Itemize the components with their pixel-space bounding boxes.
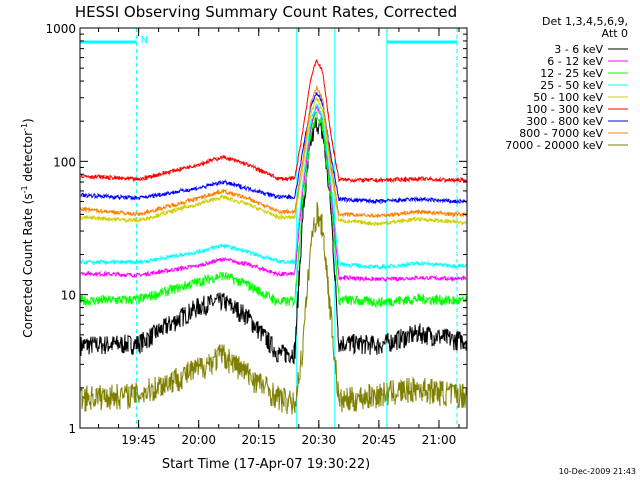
legend-label-0: 3 - 6 keV xyxy=(554,43,603,56)
series-line-5 xyxy=(80,59,467,184)
y-axis-label-end: ) xyxy=(21,118,35,123)
series-line-7 xyxy=(80,85,467,219)
y-axis-label-main: Corrected Count Rate (s xyxy=(21,193,35,337)
y-axis-label-sup1: -1 xyxy=(20,185,29,193)
series-line-4 xyxy=(80,97,467,227)
series-line-3 xyxy=(80,103,467,271)
y-axis-label-mid: detector xyxy=(21,131,35,186)
series-line-0 xyxy=(80,117,467,365)
y-tick-label-1: 10 xyxy=(61,289,76,303)
legend-label-4: 50 - 100 keV xyxy=(533,91,603,104)
legend-header-2: Att 0 xyxy=(602,27,628,40)
chart-title: HESSI Observing Summary Count Rates, Cor… xyxy=(75,3,457,21)
legend-header-1: Det 1,3,4,5,6,9, xyxy=(542,15,628,28)
x-tick-label-5: 21:00 xyxy=(422,433,457,447)
series-line-6 xyxy=(80,92,467,205)
legend-label-6: 300 - 800 keV xyxy=(526,115,603,128)
y-tick-label-0: 1 xyxy=(68,422,76,436)
x-axis-label: Start Time (17-Apr-07 19:30:22) xyxy=(162,457,370,472)
x-tick-label-2: 20:15 xyxy=(241,433,276,447)
x-tick-label-0: 19:45 xyxy=(121,433,156,447)
y-tick-label-2: 100 xyxy=(53,155,76,169)
legend-label-7: 800 - 7000 keV xyxy=(519,127,603,140)
y-axis-label-sup2: -1 xyxy=(20,123,29,131)
x-axis-ticks: 19:45 20:00 20:15 20:30 20:45 21:00 xyxy=(98,28,460,447)
x-tick-label-3: 20:30 xyxy=(302,433,337,447)
series-line-1 xyxy=(80,104,467,283)
series-line-2 xyxy=(80,111,467,309)
series-line-8 xyxy=(80,201,467,415)
legend-label-8: 7000 - 20000 keV xyxy=(505,139,603,152)
legend-label-1: 6 - 12 keV xyxy=(547,55,603,68)
y-axis-label: Corrected Count Rate (s-1 detector-1) xyxy=(20,118,35,337)
legend-label-5: 100 - 300 keV xyxy=(526,103,603,116)
y-axis-ticks: 1 10 100 1000 xyxy=(45,22,467,436)
series-layer xyxy=(80,59,467,415)
y-tick-label-3: 1000 xyxy=(45,22,76,36)
night-label: N xyxy=(141,35,148,46)
plot-frame xyxy=(79,27,468,429)
legend-label-2: 12 - 25 keV xyxy=(540,67,603,80)
x-tick-label-1: 20:00 xyxy=(181,433,216,447)
plot-timestamp: 10-Dec-2009 21:43 xyxy=(559,467,636,476)
legend-label-3: 25 - 50 keV xyxy=(540,79,603,92)
x-tick-label-4: 20:45 xyxy=(362,433,397,447)
